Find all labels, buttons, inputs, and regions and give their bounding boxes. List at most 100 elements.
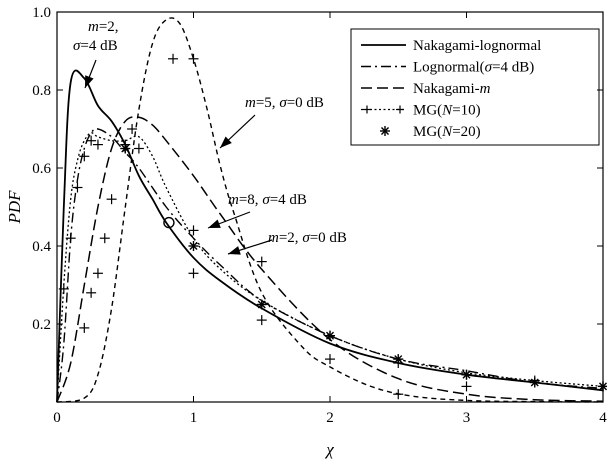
asterisk-stroke <box>394 355 403 364</box>
plus-marker <box>99 233 110 244</box>
annotation-m8-s4-part: =8, <box>239 192 262 208</box>
asterisk-stroke <box>121 144 130 153</box>
annotation-m5-s0-var: σ <box>279 95 287 111</box>
annotation-m2-s0-arrow-head <box>228 246 241 255</box>
x-tick-label: 3 <box>463 410 471 426</box>
legend-entry: Nakagami-lognormal <box>361 38 541 54</box>
asterisk-marker <box>120 143 131 154</box>
asterisk-marker <box>256 299 267 310</box>
plus-marker <box>86 287 97 298</box>
legend-label-part: Lognormal( <box>413 60 485 76</box>
asterisk-marker <box>325 330 335 341</box>
annotation-m5-s0-part: =5, <box>256 95 279 111</box>
legend-label-part: =4 dB) <box>492 60 534 76</box>
asterisk-marker <box>461 369 472 380</box>
series-line-1 <box>56 128 604 403</box>
y-tick-label: 0.2 <box>32 317 51 333</box>
annotation-m2-s4-line2-part: =4 dB <box>80 38 117 54</box>
series-line-0 <box>56 69 604 403</box>
plus-marker <box>79 322 90 333</box>
y-tick-label: 1.0 <box>32 5 51 21</box>
asterisk-stroke <box>257 300 266 309</box>
legend-label-var: N <box>441 124 453 140</box>
legend-label-part: Nakagami- <box>413 81 480 97</box>
asterisk-stroke <box>325 331 335 340</box>
legend-label: Nakagami-lognormal <box>413 38 541 54</box>
annotation-m2-s0-var: m <box>268 230 279 246</box>
asterisk-stroke <box>380 126 390 136</box>
asterisk-marker <box>529 377 540 388</box>
legend-box <box>350 28 600 146</box>
legend-label: MG(N=10) <box>413 103 481 119</box>
plus-marker <box>92 268 103 279</box>
legend-label-part: MG( <box>413 103 442 119</box>
legend-entry: MG(N=20) <box>380 124 481 140</box>
legend-entry: Lognormal(σ=4 dB) <box>361 60 534 76</box>
x-axis-label: χ <box>324 440 334 459</box>
annotation-m2-s0-part: =0 dB <box>310 230 347 246</box>
legend-entry: Nakagami-m <box>361 81 491 97</box>
asterisk-marker <box>393 354 404 365</box>
plus-marker <box>188 53 199 64</box>
asterisk-marker <box>188 241 199 251</box>
annotation-m2-s0: m=2, σ=0 dB <box>268 230 347 246</box>
legend-label-part: MG( <box>413 124 442 140</box>
y-tick-label: 0.4 <box>32 239 51 255</box>
plus-marker <box>256 315 267 326</box>
axes: 0 1 2 3 4 0.2 0.4 0.6 0.8 1.0 χ PDF <box>5 5 607 459</box>
annotation-m8-s4-part: =4 dB <box>270 192 307 208</box>
plus-marker <box>106 194 117 205</box>
legend-label-part: Nakagami-lognormal <box>413 38 541 54</box>
plus-marker <box>461 381 472 392</box>
plus-marker <box>72 182 83 193</box>
asterisk-stroke <box>530 378 539 387</box>
x-tick-label: 0 <box>53 410 61 426</box>
annotation-m2-s4-arrow-head <box>85 75 94 88</box>
legend-label: MG(N=20) <box>413 124 481 140</box>
legend-label-part: =20) <box>452 124 480 140</box>
plus-marker <box>65 233 76 244</box>
x-tick-label: 1 <box>190 410 198 426</box>
series-line-2 <box>56 116 604 403</box>
annotation-m2-s4-line1-part: =2, <box>99 19 119 35</box>
plus-marker <box>188 268 199 279</box>
x-tick-label: 4 <box>599 410 607 426</box>
x-tick-label: 2 <box>326 410 334 426</box>
annotation-m5-s0-arrow-head <box>220 136 232 148</box>
series-line-4 <box>56 132 604 403</box>
annotation-m8-s4-arrow-head <box>208 219 221 228</box>
annotation-m5-s0: m=5, σ=0 dB <box>245 95 324 111</box>
circle-marker <box>163 216 175 229</box>
plus-marker <box>325 354 335 365</box>
y-axis-label: PDF <box>5 190 24 225</box>
plus-marker <box>168 53 179 64</box>
legend-label-var: m <box>480 81 491 97</box>
legend-label-part: =10) <box>452 103 480 119</box>
plus-marker <box>127 124 138 134</box>
annotation-m2-s4-line2-var: σ <box>73 38 81 54</box>
plus-marker <box>58 283 69 294</box>
annotation-m2-s0-part: =2, <box>279 230 302 246</box>
plus-marker <box>133 143 144 154</box>
plus-marker <box>79 151 90 162</box>
annotation-m8-s4-var: m <box>228 192 239 208</box>
asterisk-stroke <box>462 370 471 379</box>
legend-label: Nakagami-m <box>413 81 491 97</box>
annotation-m5-s0-part: =0 dB <box>287 95 324 111</box>
annotation-m2-s4-line1: m=2, <box>88 19 119 35</box>
y-tick-label: 0.8 <box>32 83 51 99</box>
plus-marker <box>188 225 199 236</box>
legend-label: Lognormal(σ=4 dB) <box>413 60 534 76</box>
plus-marker <box>86 135 97 146</box>
y-tick-label: 0.6 <box>32 161 51 177</box>
annotation-m8-s4-var: σ <box>262 192 270 208</box>
legend-entry: MG(N=10) <box>361 103 481 119</box>
annotation-m2-s4-line2: σ=4 dB <box>73 38 118 54</box>
annotation-m5-s0-var: m <box>245 95 256 111</box>
asterisk-marker <box>380 126 390 136</box>
legend-label-var: N <box>441 103 453 119</box>
marker-layer <box>58 53 607 400</box>
legend-label-var: σ <box>485 60 493 76</box>
annotation-m8-s4: m=8, σ=4 dB <box>228 192 307 208</box>
